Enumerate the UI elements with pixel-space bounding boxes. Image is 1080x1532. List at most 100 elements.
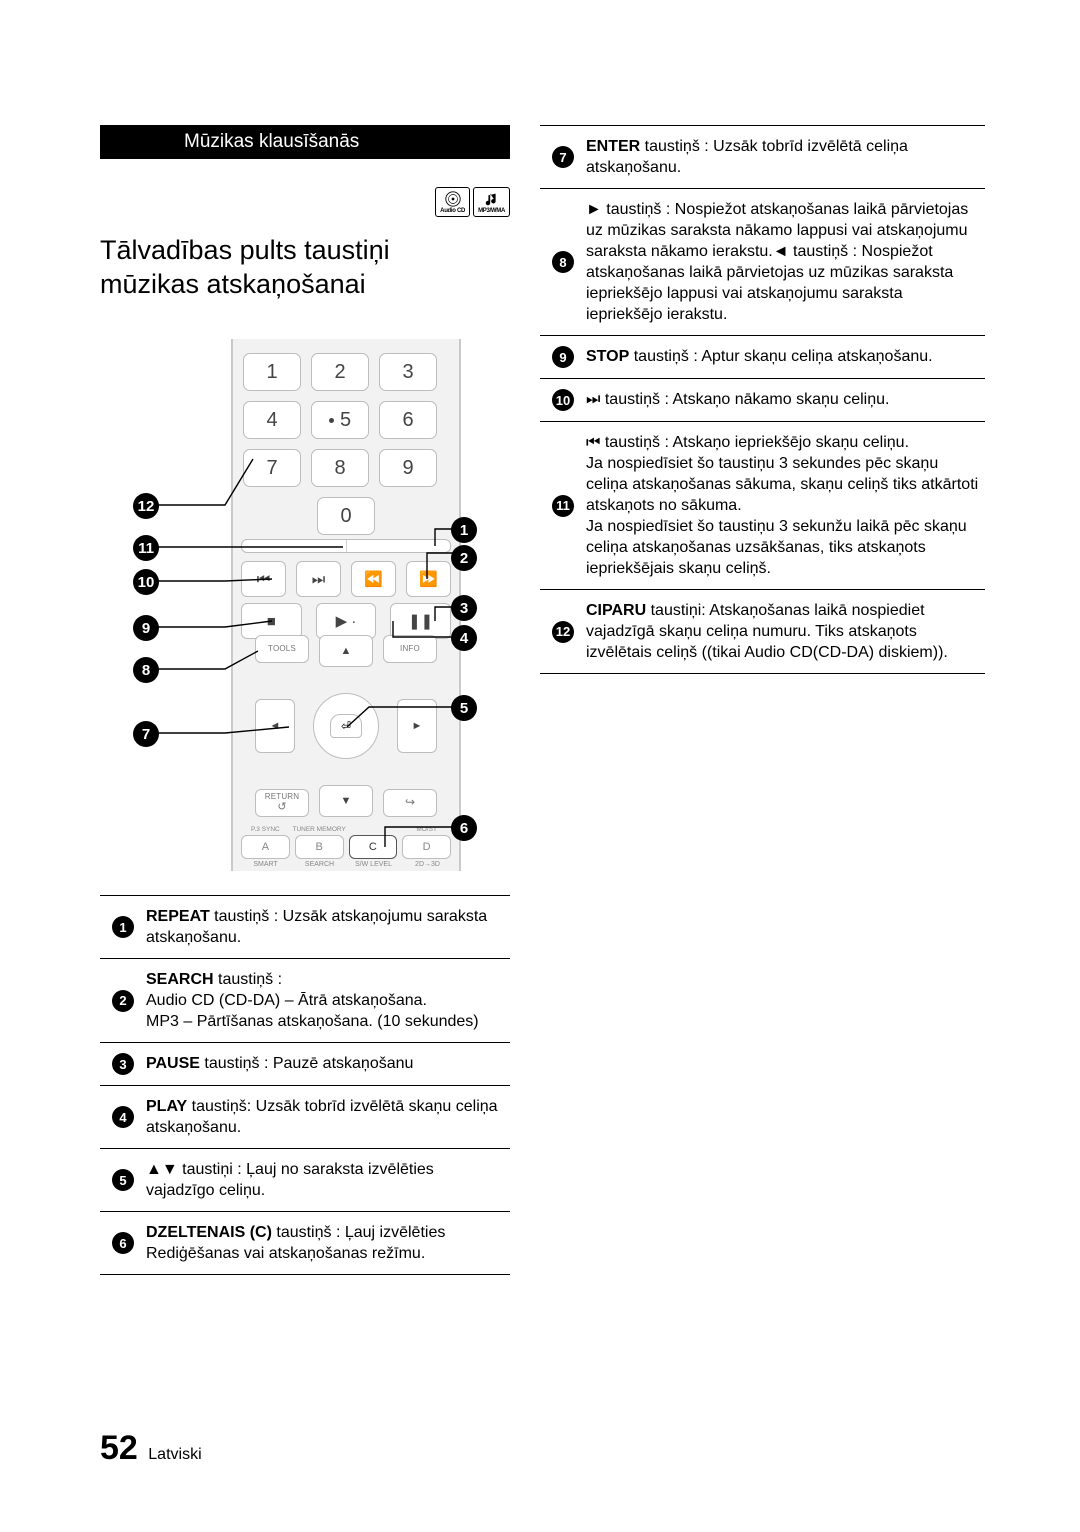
- desc-row-4: 4 PLAY taustiņš: Uzsāk tobrīd izvēlētā sk…: [100, 1085, 510, 1148]
- desc-row-8: 8 ► taustiņš : Nospiežot atskaņošanas lai…: [540, 188, 985, 335]
- desc-row-7: 7 ENTER taustiņš : Uzsāk tobrīd izvēlētā …: [540, 125, 985, 188]
- callout-4: 4: [451, 625, 477, 651]
- b-btn: TUNER MEMORYB: [295, 835, 344, 859]
- desc-row-3: 3 PAUSE taustiņš : Pauzē atskaņošanu: [100, 1042, 510, 1085]
- callout-7: 7: [133, 721, 159, 747]
- desc-row-6: 6 DZELTENAIS (C) taustiņš : Ļauj izvēlēti…: [100, 1211, 510, 1274]
- stop-btn: ■: [241, 603, 302, 639]
- desc-num-4: 4: [112, 1106, 134, 1128]
- disc-icon: [444, 190, 462, 208]
- key-1: 1: [243, 353, 301, 391]
- desc-num-2: 2: [112, 990, 134, 1012]
- desc-text-5: ▲▼ taustiņi : Ļauj no saraksta izvēlētie…: [146, 1159, 510, 1201]
- enter-btn: ⏎: [313, 693, 379, 759]
- desc-text-11: ⏮ taustiņš : Atskaņo iepriekšējo skaņu c…: [586, 432, 985, 579]
- callout-10: 10: [133, 569, 159, 595]
- desc-num-8: 8: [552, 251, 574, 273]
- up-btn: ▲: [319, 635, 373, 667]
- desc-num-12: 12: [552, 621, 574, 643]
- mp3-label: MP3/WMA: [478, 208, 505, 214]
- desc-row-10: 10 ⏭ taustiņš : Atskaņo nākamo skaņu celi…: [540, 378, 985, 421]
- key-4: 4: [243, 401, 301, 439]
- audio-cd-label: Audio CD: [440, 208, 465, 214]
- page-heading: Tālvadības pults taustiņi mūzikas atskaņ…: [100, 233, 510, 301]
- desc-row-1: 1 REPEAT taustiņš : Uzsāk atskaņojumu sar…: [100, 895, 510, 958]
- desc-num-6: 6: [112, 1232, 134, 1254]
- color-buttons-row: P.3 SYNCA TUNER MEMORYB C MO/STD: [241, 835, 451, 859]
- heading-line2: mūzikas atskaņošanai: [100, 269, 366, 299]
- note-icon: [483, 190, 501, 208]
- section-title-bar: Mūzikas klausīšanās: [100, 125, 510, 159]
- desc-row-2: 2 SEARCH taustiņš :Audio CD (CD-DA) – Ātr…: [100, 958, 510, 1042]
- desc-text-10: ⏭ taustiņš : Atskaņo nākamo skaņu celiņu…: [586, 389, 985, 411]
- key-5: 5: [311, 401, 369, 439]
- desc-num-1: 1: [112, 916, 134, 938]
- play-btn: ▶ ·: [316, 603, 377, 639]
- numeric-keypad: 123 456 789 0: [243, 353, 449, 545]
- pause-btn: ❚❚: [390, 603, 451, 639]
- callout-6: 6: [451, 815, 477, 841]
- desc-num-5: 5: [112, 1169, 134, 1191]
- info-btn: INFO: [383, 635, 437, 663]
- a-btn: P.3 SYNCA: [241, 835, 290, 859]
- desc-num-3: 3: [112, 1053, 134, 1075]
- callout-9: 9: [133, 615, 159, 641]
- callout-5: 5: [451, 695, 477, 721]
- key-3: 3: [379, 353, 437, 391]
- key-2: 2: [311, 353, 369, 391]
- callout-3: 3: [451, 595, 477, 621]
- right-btn: ►: [397, 699, 437, 753]
- skip-next-btn: ⏭: [296, 561, 341, 597]
- page-footer: 52 Latviski: [100, 1429, 202, 1468]
- desc-text-2: SEARCH taustiņš :Audio CD (CD-DA) – Ātrā…: [146, 969, 510, 1032]
- remote-diagram: 123 456 789 0 ⏮ ⏭ ⏪ ⏩: [133, 339, 477, 871]
- page-lang: Latviski: [148, 1446, 201, 1463]
- skip-row: ⏮ ⏭ ⏪ ⏩: [241, 561, 451, 597]
- desc-text-7: ENTER taustiņš : Uzsāk tobrīd izvēlētā c…: [586, 136, 985, 178]
- key-0: 0: [317, 497, 375, 535]
- callout-8: 8: [133, 657, 159, 683]
- audio-cd-badge: Audio CD: [435, 187, 470, 217]
- key-8: 8: [311, 449, 369, 487]
- desc-text-3: PAUSE taustiņš : Pauzē atskaņošanu: [146, 1053, 510, 1075]
- right-column: 7 ENTER taustiņš : Uzsāk tobrīd izvēlētā …: [540, 125, 985, 1275]
- left-btn: ◄: [255, 699, 295, 753]
- exit-btn: ↪: [383, 789, 437, 817]
- return-btn: RETURN↺: [255, 789, 309, 817]
- rew-btn: ⏪: [351, 561, 396, 597]
- callout-1: 1: [451, 517, 477, 543]
- desc-text-1: REPEAT taustiņš : Uzsāk atskaņojumu sara…: [146, 906, 510, 948]
- left-desc-table: 1 REPEAT taustiņš : Uzsāk atskaņojumu sar…: [100, 895, 510, 1275]
- ff-btn: ⏩: [406, 561, 451, 597]
- desc-num-7: 7: [552, 146, 574, 168]
- dpad: TOOLS INFO RETURN↺ ↪ ▲ ▼ ◄ ► ⏎: [255, 635, 437, 817]
- desc-num-11: 11: [552, 495, 574, 517]
- desc-row-5: 5 ▲▼ taustiņi : Ļauj no saraksta izvēlēti…: [100, 1148, 510, 1211]
- desc-row-12: 12 CIPARU taustiņi: Atskaņošanas laikā no…: [540, 589, 985, 673]
- desc-text-12: CIPARU taustiņi: Atskaņošanas laikā nosp…: [586, 600, 985, 663]
- heading-line1: Tālvadības pults taustiņi: [100, 235, 390, 265]
- callout-12: 12: [133, 493, 159, 519]
- d-btn: MO/STD: [402, 835, 451, 859]
- thin-bar-1: [241, 539, 451, 553]
- desc-text-4: PLAY taustiņš: Uzsāk tobrīd izvēlētā ska…: [146, 1096, 510, 1138]
- desc-num-10: 10: [552, 389, 574, 411]
- desc-text-8: ► taustiņš : Nospiežot atskaņošanas laik…: [586, 199, 985, 325]
- callout-2: 2: [451, 545, 477, 571]
- key-6: 6: [379, 401, 437, 439]
- down-btn: ▼: [319, 785, 373, 817]
- desc-text-9: STOP taustiņš : Aptur skaņu celiņa atska…: [586, 346, 985, 368]
- desc-text-6: DZELTENAIS (C) taustiņš : Ļauj izvēlētie…: [146, 1222, 510, 1264]
- transport-row: ■ ▶ · ❚❚: [241, 603, 451, 639]
- desc-row-11: 11 ⏮ taustiņš : Atskaņo iepriekšējo skaņu…: [540, 421, 985, 589]
- right-desc-table: 7 ENTER taustiņš : Uzsāk tobrīd izvēlētā …: [540, 125, 985, 674]
- desc-num-9: 9: [552, 346, 574, 368]
- key-7: 7: [243, 449, 301, 487]
- skip-prev-btn: ⏮: [241, 561, 286, 597]
- bottom-labels: SMARTSEARCHS/W LEVEL2D→3D: [241, 861, 452, 868]
- desc-row-9: 9 STOP taustiņš : Aptur skaņu celiņa atsk…: [540, 335, 985, 378]
- c-btn: C: [349, 835, 398, 859]
- left-column: Mūzikas klausīšanās Audio CD MP3/WMA Tāl…: [100, 125, 510, 1275]
- page-number: 52: [100, 1429, 138, 1467]
- key-9: 9: [379, 449, 437, 487]
